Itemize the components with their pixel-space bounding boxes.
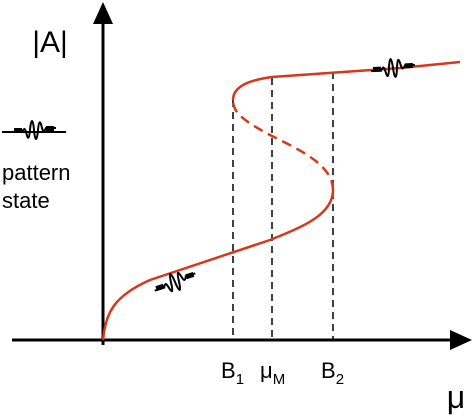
y-arrow [93, 2, 113, 24]
marker-label: B1 [221, 358, 244, 388]
x-arrow [450, 330, 472, 350]
marker-base: B [221, 358, 236, 383]
markers: B1 μM B2 [221, 358, 344, 388]
y-label: |A| [32, 26, 68, 59]
marker-label: B2 [321, 358, 344, 388]
marker-base: μ [260, 358, 273, 383]
marker-label: μM [260, 358, 285, 388]
upper-branch [231, 60, 461, 101]
legend-text: state [2, 188, 50, 213]
marker-sub: M [273, 371, 286, 388]
marker-sub: 1 [236, 371, 244, 388]
lower-branch [101, 189, 335, 341]
legend-text: pattern [2, 160, 71, 185]
wave-icon [369, 56, 417, 80]
x-label: μ [447, 379, 465, 415]
legend-wave [11, 120, 57, 140]
unstable-branch [231, 99, 335, 191]
marker-sub: 2 [336, 371, 344, 388]
marker-base: B [321, 358, 336, 383]
